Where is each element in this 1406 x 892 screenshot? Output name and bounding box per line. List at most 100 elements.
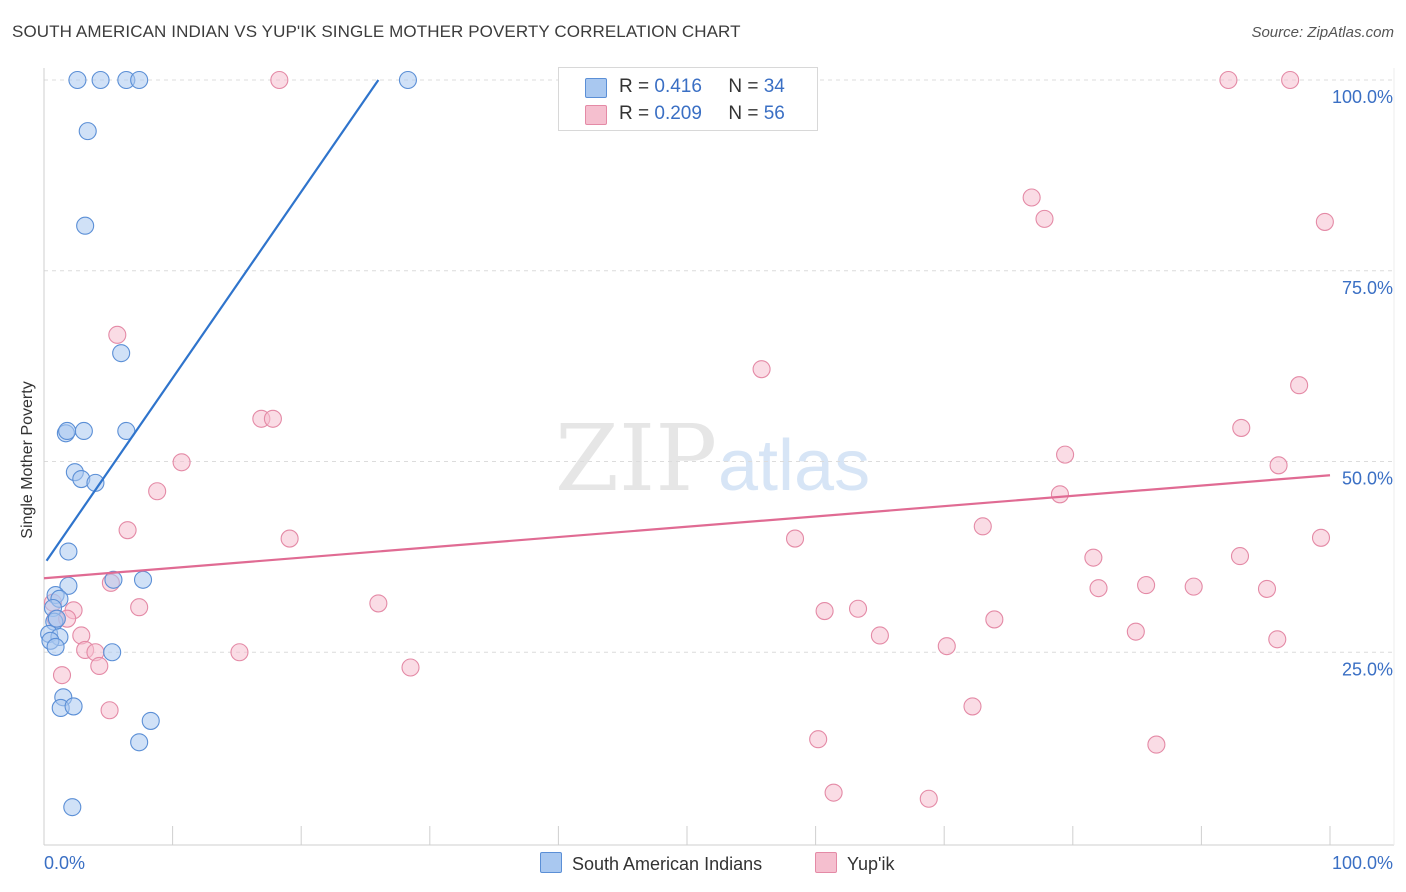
point-pink-9 [1290,376,1309,395]
legend-r-label: R = [619,103,650,124]
point-blue-4 [398,70,417,90]
point-pink-34 [815,601,834,621]
point-blue-27 [46,637,65,656]
point-pink-32 [130,598,149,617]
source-label: Source: ZipAtlas.com [1251,24,1394,41]
point-pink-3 [1281,70,1300,90]
point-pink-51 [963,697,982,716]
bottom-legend-swatch-blue [540,852,562,873]
point-pink-12 [1232,418,1251,437]
point-blue-10 [74,421,93,441]
legend-r-value-blue: 0.416 [654,76,702,97]
trend-lines [43,79,1331,580]
bottom-legend-label-blue: South American Indians [572,854,763,874]
point-blue-32 [141,711,160,730]
watermark-atlas: atlas [718,426,870,506]
point-pink-55 [919,789,938,808]
point-pink-5 [1035,209,1054,228]
point-pink-49 [52,666,72,685]
watermark-zip: ZIP [555,405,717,512]
point-pink-23 [1084,548,1103,567]
point-pink-38 [985,610,1004,629]
point-pink-13 [172,453,191,472]
point-pink-48 [401,658,420,677]
y-tick-label-25: 25.0% [1342,659,1393,679]
point-pink-27 [1184,577,1203,596]
legend-n-value-blue: 34 [763,76,785,97]
point-pink-54 [824,783,843,802]
point-pink-22 [1311,528,1331,547]
point-blue-23 [47,609,66,628]
point-pink-8 [752,360,771,379]
point-pink-11 [263,409,282,428]
point-pink-0 [270,70,289,90]
legend-n-label: N = [728,76,759,97]
south-american-indian-points [40,70,417,817]
bottom-legend-label-pink: Yup'ik [847,854,895,874]
point-blue-7 [112,344,131,363]
grid-layer [44,79,1394,653]
point-pink-47 [90,656,109,676]
point-blue-6 [76,216,95,235]
point-pink-33 [369,594,388,613]
point-pink-7 [108,325,127,344]
point-pink-4 [1022,188,1041,207]
point-blue-9 [58,421,77,441]
point-pink-40 [870,626,889,645]
point-pink-29 [1257,579,1277,598]
point-pink-14 [1056,445,1075,464]
point-pink-17 [1050,485,1069,504]
legend-n-value-pink: 56 [763,103,785,124]
correlation-legend: R = 0.416 N = 34 R = 0.209 N = 56 [558,67,818,131]
trend-line-pink [43,474,1331,580]
point-blue-15 [59,542,78,561]
point-pink-6 [1315,212,1334,231]
point-blue-31 [64,697,83,716]
trend-line-blue [45,79,380,562]
point-pink-2 [1219,70,1238,90]
x-tick-label-0: 0.0% [44,853,85,873]
y-tick-label-75: 75.0% [1342,278,1393,298]
point-blue-5 [78,122,97,141]
bottom-legend-south-american-indians: South American Indians [540,852,762,875]
point-pink-35 [848,599,868,618]
point-pink-42 [1268,630,1287,649]
point-blue-1 [91,70,110,90]
point-pink-16 [148,482,167,501]
point-pink-18 [118,521,137,540]
point-pink-53 [1147,735,1166,754]
point-blue-3 [130,70,149,90]
point-pink-24 [1230,547,1250,566]
point-blue-0 [68,70,87,90]
point-pink-45 [230,643,249,662]
x-tick-label-100: 100.0% [1332,853,1393,873]
point-blue-34 [63,798,82,817]
point-pink-28 [1089,579,1108,598]
tick-labels: 25.0% 50.0% 75.0% 100.0% 0.0% 100.0% [44,87,1393,873]
y-tick-label-50: 50.0% [1342,469,1393,489]
legend-r-label: R = [619,76,650,97]
bottom-legend-yupik: Yup'ik [815,852,894,875]
point-pink-26 [1137,576,1156,595]
legend-r-value-pink: 0.209 [654,103,702,124]
legend-n-label: N = [728,103,759,124]
point-blue-33 [130,733,149,752]
legend-swatch-pink [585,105,607,125]
point-pink-21 [785,529,805,548]
point-pink-41 [1126,622,1145,641]
y-tick-label-100: 100.0% [1332,87,1393,107]
point-pink-46 [937,637,956,656]
point-blue-18 [133,570,153,589]
legend-swatch-blue [585,78,607,98]
point-pink-52 [809,730,828,749]
point-blue-17 [104,570,123,589]
point-pink-50 [100,701,119,720]
chart-title: SOUTH AMERICAN INDIAN VS YUP'IK SINGLE M… [12,22,741,41]
point-pink-20 [280,529,299,548]
axis-layer [43,68,1395,846]
point-blue-28 [103,643,122,662]
point-pink-15 [1269,456,1288,475]
bottom-legend-swatch-pink [815,852,837,873]
point-pink-19 [973,517,992,536]
